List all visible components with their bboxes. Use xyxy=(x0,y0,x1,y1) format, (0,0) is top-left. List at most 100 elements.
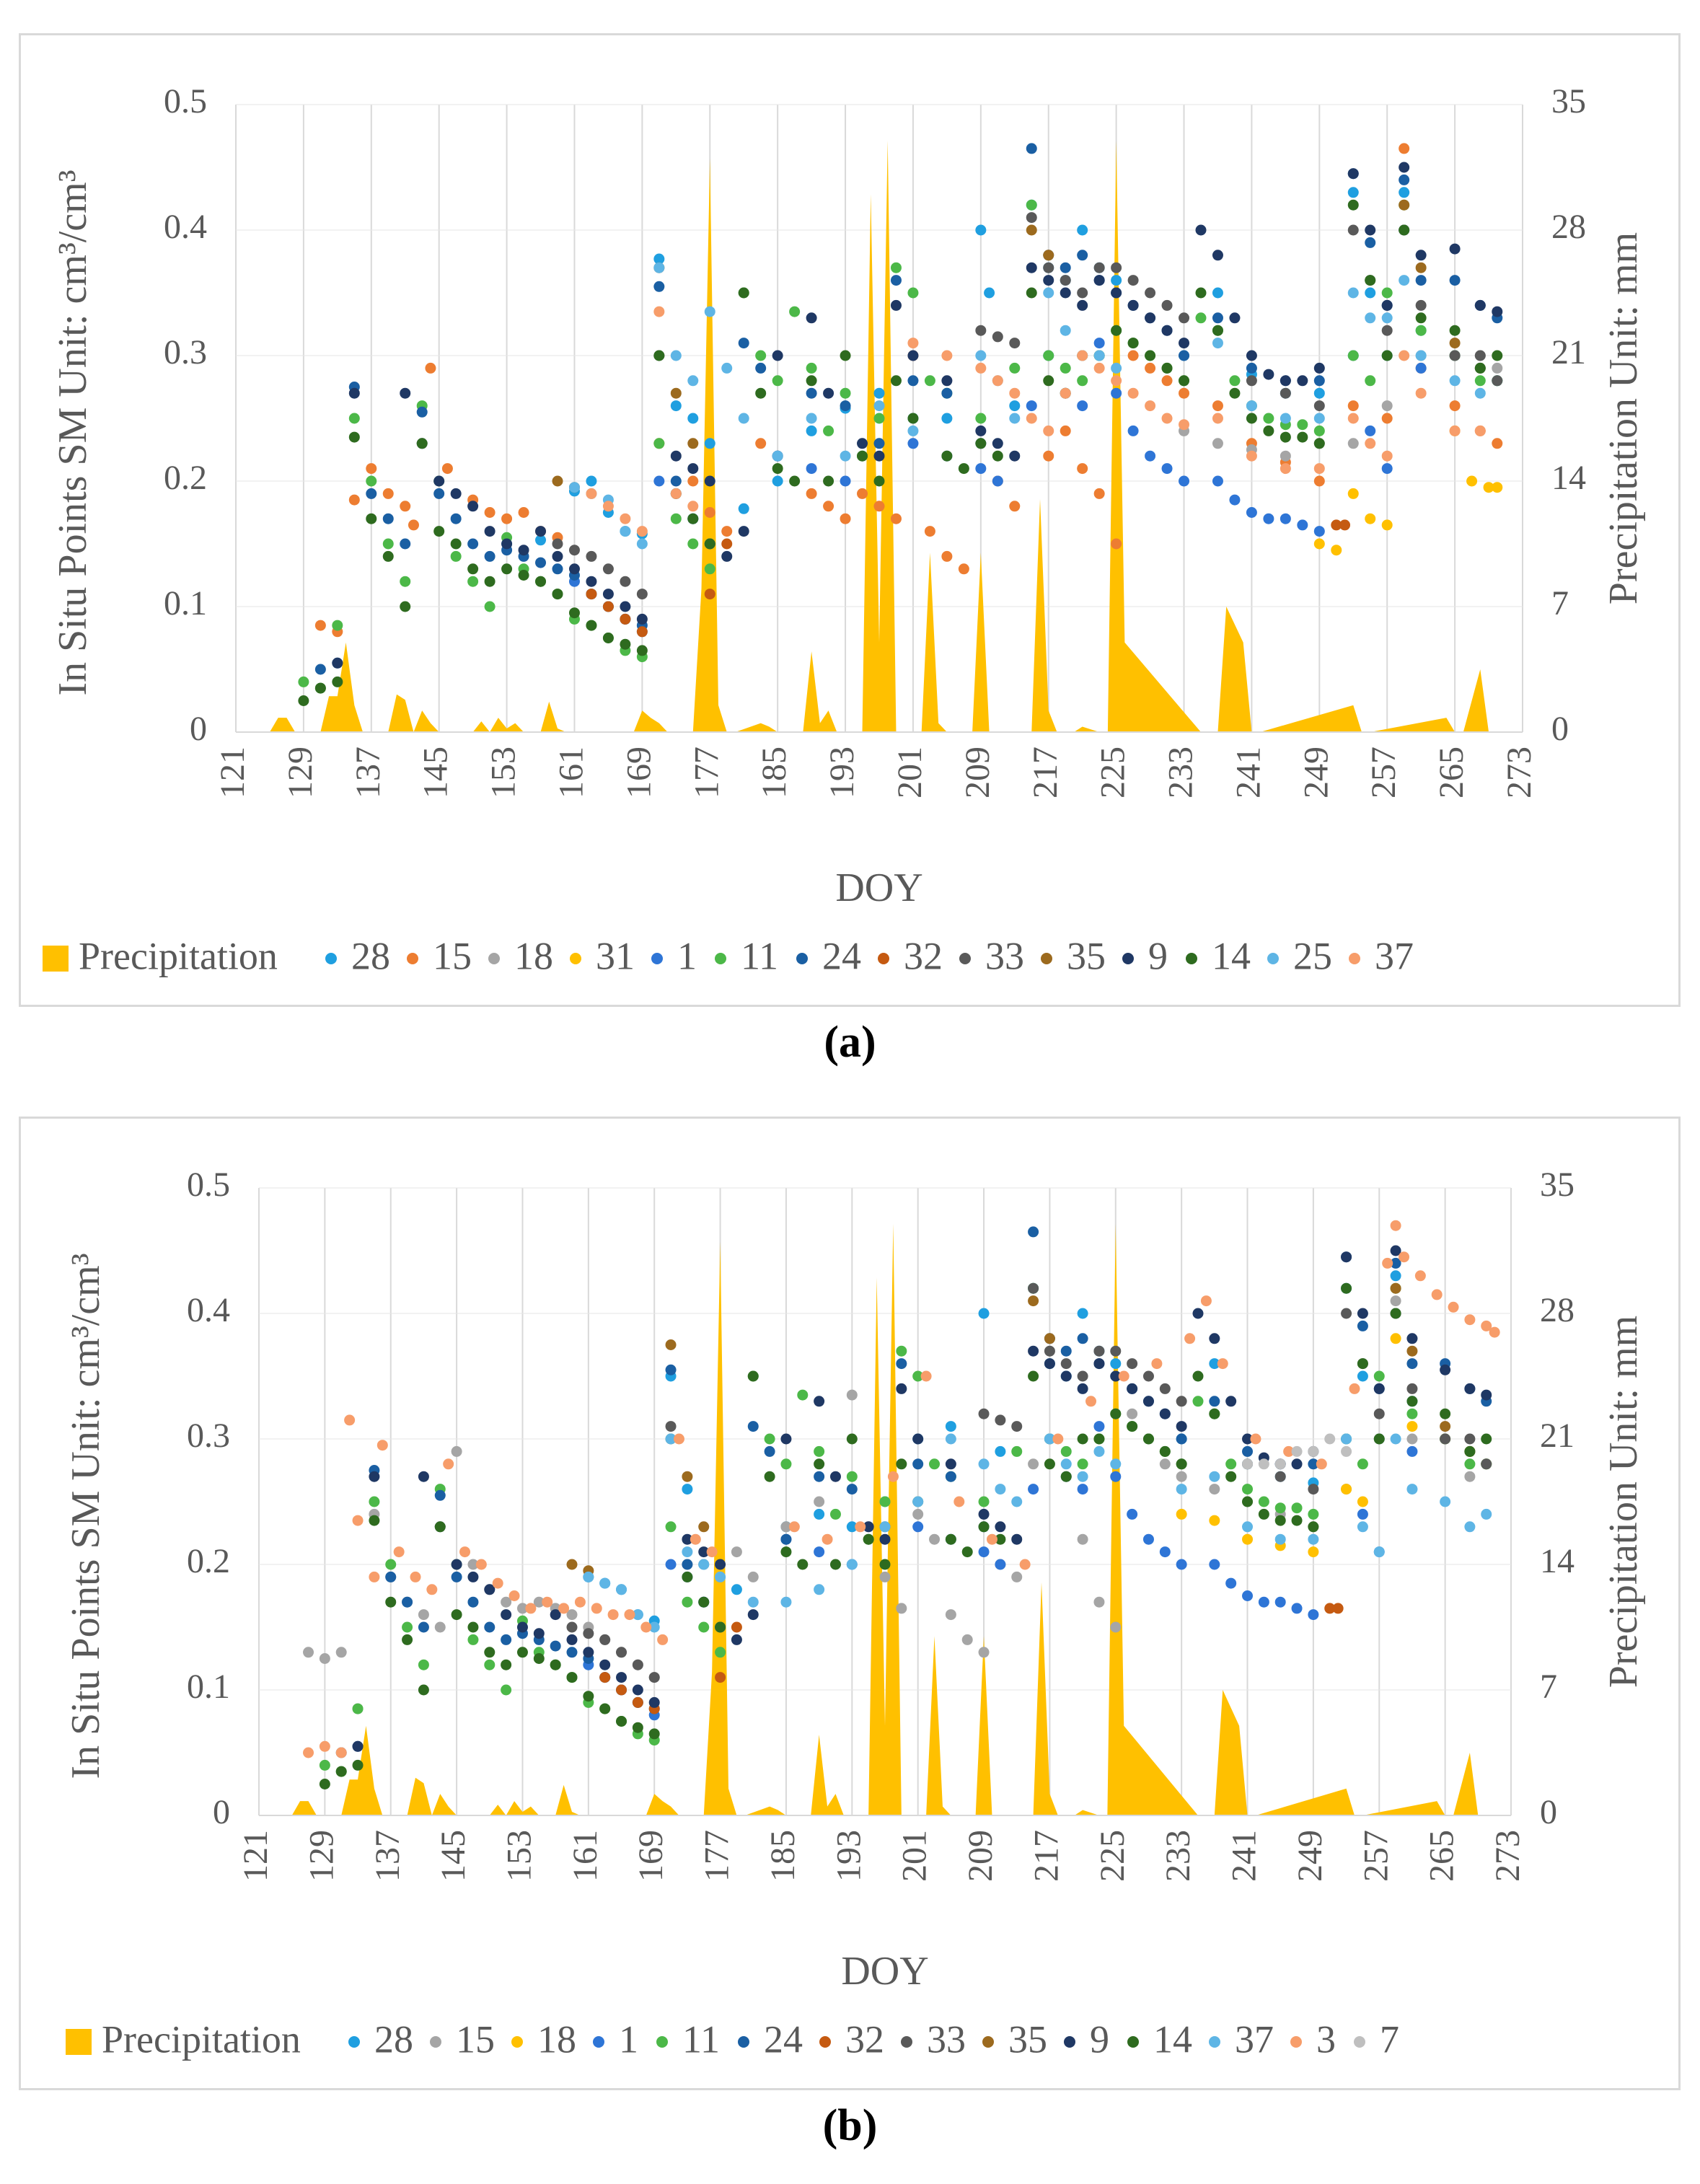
data-point xyxy=(393,1546,405,1558)
legend-swatch xyxy=(593,2036,604,2048)
data-point xyxy=(896,1603,907,1614)
data-point xyxy=(1415,312,1427,324)
data-point xyxy=(583,1691,594,1702)
data-point xyxy=(992,438,1003,449)
data-point xyxy=(620,576,631,587)
data-point xyxy=(1093,1596,1105,1608)
data-point xyxy=(945,1533,956,1545)
x-tick-label: 225 xyxy=(1094,747,1132,798)
data-point xyxy=(492,1577,503,1589)
legend-label: 32 xyxy=(845,2017,884,2061)
data-point xyxy=(1258,1496,1269,1507)
y-left-tick-label: 0.3 xyxy=(164,333,207,371)
data-point xyxy=(1111,262,1122,273)
data-point xyxy=(1415,387,1427,399)
data-point xyxy=(1390,1282,1401,1294)
data-point xyxy=(975,463,987,475)
chart-panel-b: 121 129 137 145 153 161 169 177 185 193 201 209 217 2… xyxy=(19,1117,1681,2090)
data-point xyxy=(1212,438,1223,449)
legend-swatch xyxy=(1209,2036,1220,2048)
data-point xyxy=(1077,1308,1088,1319)
y-right-tick-label: 7 xyxy=(1540,1668,1557,1706)
data-point xyxy=(501,1609,512,1621)
data-point xyxy=(443,1458,454,1470)
data-point xyxy=(764,1445,775,1457)
data-point xyxy=(806,488,817,499)
data-point xyxy=(1341,1433,1352,1445)
data-point xyxy=(1044,1458,1055,1470)
data-point xyxy=(599,1577,611,1589)
caption-b: (b) xyxy=(822,2101,878,2150)
legend-swatch xyxy=(511,2036,523,2048)
data-point xyxy=(314,682,326,694)
data-point xyxy=(789,475,801,487)
data-point xyxy=(441,463,453,475)
data-point xyxy=(467,1621,479,1633)
x-tick-label: 153 xyxy=(500,1830,538,1882)
data-point xyxy=(632,1609,643,1621)
data-point xyxy=(636,626,648,638)
data-point xyxy=(687,438,699,449)
data-point xyxy=(552,589,563,600)
legend-swatch xyxy=(1349,953,1360,964)
data-point xyxy=(1009,501,1021,512)
data-point xyxy=(1381,299,1393,311)
data-point xyxy=(1111,325,1122,336)
x-tick-label: 193 xyxy=(829,1830,868,1882)
data-point xyxy=(945,1421,956,1432)
data-point xyxy=(731,1621,742,1633)
data-point xyxy=(620,613,631,625)
legend-label: 15 xyxy=(456,2017,495,2061)
data-point xyxy=(879,1559,891,1570)
data-point xyxy=(704,589,715,600)
data-point xyxy=(1111,275,1122,286)
data-point xyxy=(961,1546,973,1558)
data-point xyxy=(772,475,783,487)
data-point xyxy=(616,1672,627,1683)
y-left-tick-label: 0.1 xyxy=(164,584,207,622)
data-point xyxy=(319,1740,330,1752)
data-point xyxy=(451,1445,462,1457)
data-point xyxy=(1246,375,1257,387)
legend-label: 18 xyxy=(537,2017,576,2061)
data-point xyxy=(1283,1445,1295,1457)
data-point xyxy=(840,513,851,524)
data-point xyxy=(1280,413,1291,424)
data-point xyxy=(682,1533,693,1545)
data-point xyxy=(747,1596,759,1608)
data-point xyxy=(1308,1484,1319,1495)
series-32 xyxy=(586,519,1351,638)
data-point xyxy=(1077,224,1088,236)
data-point xyxy=(912,1370,924,1382)
x-tick-label: 225 xyxy=(1093,1830,1132,1882)
data-point xyxy=(653,262,665,273)
data-point xyxy=(314,620,326,631)
data-point xyxy=(929,1533,941,1545)
data-point xyxy=(1093,1445,1105,1457)
data-point xyxy=(1060,1471,1072,1482)
data-point xyxy=(1464,1521,1476,1533)
data-point xyxy=(846,1389,858,1401)
data-point xyxy=(1077,1370,1088,1382)
data-point xyxy=(772,463,783,475)
legend-swatch xyxy=(325,953,337,964)
data-point xyxy=(607,1609,619,1621)
data-point xyxy=(418,1609,429,1621)
x-axis-title: DOY xyxy=(835,866,922,910)
legend-label: 28 xyxy=(374,2017,413,2061)
data-point xyxy=(348,431,360,443)
legend-label: 32 xyxy=(904,934,943,977)
data-point xyxy=(687,475,699,487)
legend-swatch xyxy=(407,953,418,964)
data-point xyxy=(475,1559,487,1570)
data-point xyxy=(1026,400,1037,412)
data-point xyxy=(797,1389,809,1401)
data-point xyxy=(1492,350,1503,361)
data-point xyxy=(992,450,1003,462)
data-point xyxy=(873,387,885,399)
data-point xyxy=(1212,338,1223,349)
data-point xyxy=(533,1628,545,1639)
data-point xyxy=(450,550,462,562)
data-point xyxy=(941,550,953,562)
data-point xyxy=(1332,1603,1344,1614)
